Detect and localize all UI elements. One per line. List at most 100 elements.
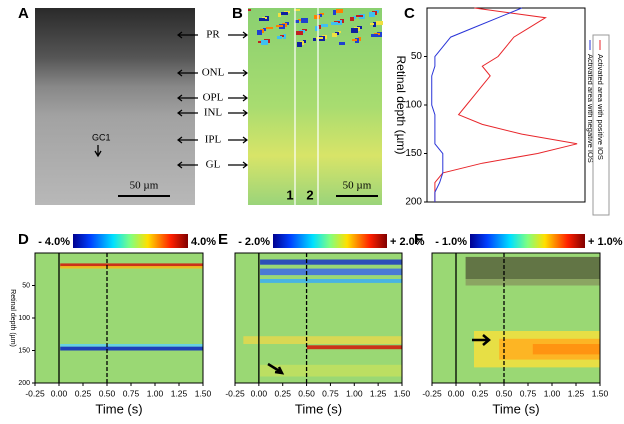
x-axis-label: Time (s) xyxy=(492,401,539,416)
noise-blob xyxy=(358,37,361,41)
charts: C Activated area with positive IOSActivat… xyxy=(9,5,623,416)
noise-blob xyxy=(294,9,300,11)
noise-blob xyxy=(258,41,261,43)
noise-blob xyxy=(283,34,286,39)
arrow xyxy=(177,31,248,39)
x-tick-label: 0.25 xyxy=(472,388,489,398)
legend-box xyxy=(592,34,610,216)
colorbar-label: - 2.0% xyxy=(238,236,270,248)
x-tick-label: 1.50 xyxy=(195,388,212,398)
noise-blob xyxy=(376,21,383,25)
layer-label: INL xyxy=(204,107,223,119)
panel-letter: F xyxy=(414,231,423,248)
noise-blob xyxy=(296,31,303,35)
noise-blob xyxy=(277,36,282,39)
ios-image xyxy=(248,8,382,205)
plot-frame xyxy=(234,252,403,384)
x-tick-label: 0.25 xyxy=(75,388,92,398)
layer-label: PR xyxy=(206,29,220,41)
y-axis-label: Retinal depth (µm) xyxy=(394,56,408,155)
noise-blob xyxy=(352,39,357,41)
x-tick-label: 1.50 xyxy=(592,388,609,398)
heatmap-band xyxy=(260,279,402,283)
x-tick-label: 0.50 xyxy=(496,388,513,398)
layer-label: ONL xyxy=(202,67,225,79)
noise-blob xyxy=(370,23,374,25)
panel-letter: B xyxy=(232,5,243,22)
heatmap-band xyxy=(260,268,402,276)
noise-blob xyxy=(331,22,338,25)
noise-blob xyxy=(281,12,288,15)
x-tick-label: 0.50 xyxy=(99,388,116,398)
panel-letter: A xyxy=(18,5,29,22)
noise-blob xyxy=(298,19,301,21)
colorbar-label: - 1.0% xyxy=(435,236,467,248)
x-tick-label: 0.00 xyxy=(51,388,68,398)
x-tick-label: 1.00 xyxy=(544,388,561,398)
noise-blob xyxy=(278,13,281,17)
noise-blob xyxy=(356,15,363,17)
marker: 2 xyxy=(306,187,313,202)
noise-blob xyxy=(301,18,308,23)
arrow xyxy=(177,136,248,144)
x-tick-label: 0.75 xyxy=(123,388,140,398)
noise-blob xyxy=(333,10,336,15)
x-tick-label: -0.25 xyxy=(25,388,45,398)
noise-blob xyxy=(336,9,343,13)
noise-blob xyxy=(315,26,319,31)
y-tick-label: 150 xyxy=(18,347,30,354)
marker: 1 xyxy=(286,187,293,202)
y-tick-label: 100 xyxy=(18,315,30,322)
x-axis-label: Time (s) xyxy=(295,401,342,416)
heatmap-band xyxy=(60,346,204,351)
x-tick-label: 1.00 xyxy=(147,388,164,398)
noise-blob xyxy=(316,37,323,39)
layer-label: OPL xyxy=(203,92,224,104)
noise-blob xyxy=(261,40,268,45)
x-tick-label: 0.50 xyxy=(298,388,315,398)
heatmap-bg xyxy=(35,253,203,383)
x-tick-label: 0.00 xyxy=(448,388,465,398)
scale-label: 50 µm xyxy=(130,180,159,192)
x-tick-label: 0.75 xyxy=(520,388,537,398)
micrograph xyxy=(35,8,195,205)
heatmap-band xyxy=(60,263,204,268)
noise-blob xyxy=(257,30,262,35)
x-tick-label: -0.25 xyxy=(422,388,442,398)
y-tick-label: 50 xyxy=(22,282,30,289)
x-tick-label: 1.50 xyxy=(394,388,411,398)
arrow xyxy=(177,69,248,77)
colorbar-label: + 1.0% xyxy=(588,236,623,248)
annotation: GC1 xyxy=(92,132,111,142)
noise-band xyxy=(248,9,383,47)
x-tick-label: 0.00 xyxy=(251,388,268,398)
y-tick-label: 100 xyxy=(405,100,422,111)
colorbar-label: 4.0% xyxy=(191,236,216,248)
heatmap-band xyxy=(465,279,600,286)
x-tick-label: 1.25 xyxy=(171,388,188,398)
layer-label: GL xyxy=(206,159,221,171)
noise-blob xyxy=(318,25,321,29)
noise-blob xyxy=(313,38,316,41)
noise-blob xyxy=(297,42,302,47)
heatmap-band xyxy=(243,336,402,344)
line xyxy=(434,7,578,202)
arrow xyxy=(472,334,491,346)
noise-blob xyxy=(248,9,251,11)
x-tick-label: 0.25 xyxy=(274,388,291,398)
colorbar xyxy=(273,234,387,248)
legend-label: Activated area with negative IOS xyxy=(586,54,595,163)
noise-blob xyxy=(295,20,299,23)
y-tick-label: 200 xyxy=(18,380,30,387)
heatmap-band xyxy=(60,266,204,269)
noise-blob xyxy=(350,17,354,21)
noise-blob xyxy=(338,31,341,33)
noise-blob xyxy=(263,28,266,31)
noise-blob xyxy=(369,12,375,17)
x-tick-label: 1.25 xyxy=(568,388,585,398)
heatmap-band xyxy=(465,256,600,279)
colorbar xyxy=(470,234,585,248)
noise-blob xyxy=(373,22,376,27)
noise-blob xyxy=(314,15,320,19)
